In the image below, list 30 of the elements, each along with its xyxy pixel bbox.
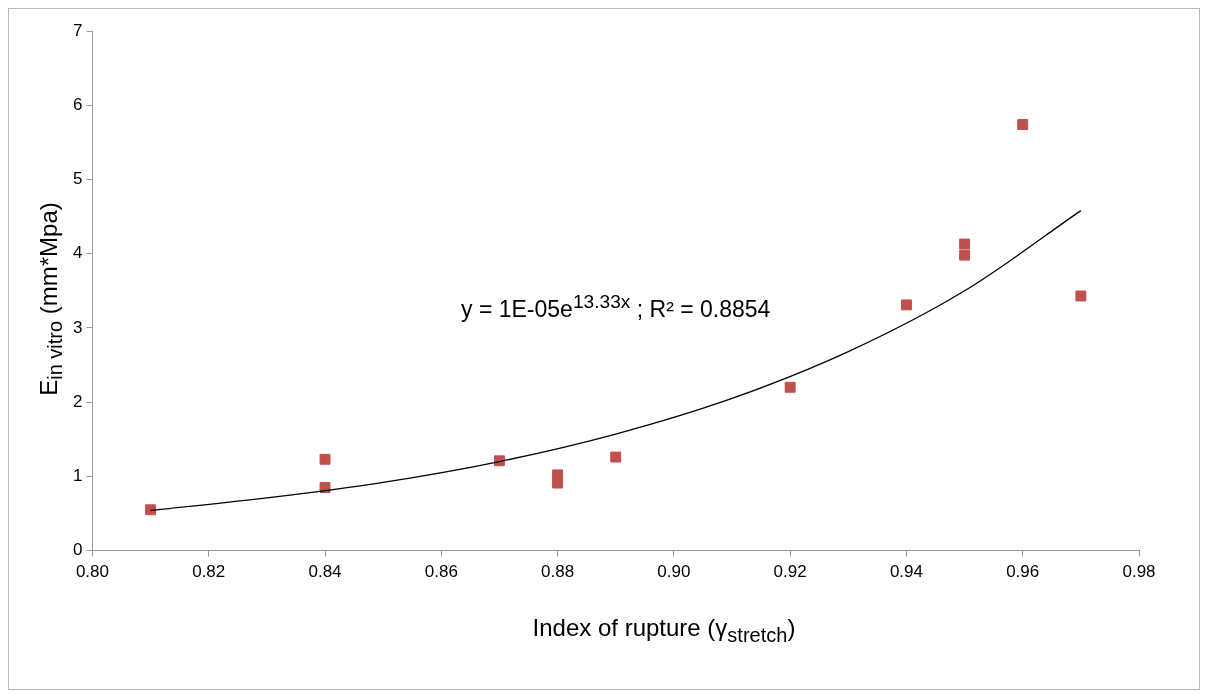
x-tick-label: 0.94 (889, 562, 923, 582)
x-tick-label: 0.82 (192, 562, 226, 582)
annotation: y = 1E-05e$^{13.33x}$ ; R² = 0.8854 (461, 291, 771, 323)
point (145, 504, 157, 516)
x-tick-label: 0.86 (424, 562, 458, 582)
point (552, 477, 564, 489)
y-tick-label: 3 (72, 317, 83, 337)
y-tick-label: 2 (72, 391, 83, 411)
point (610, 451, 622, 463)
x-tick-label: 0.90 (657, 562, 691, 582)
y-tick-label: 0 (72, 540, 83, 560)
point (319, 453, 331, 465)
x-tick-label: 0.88 (541, 562, 575, 582)
x-axis-title: Index of rupture (γ$_{stretch}$) (531, 614, 797, 647)
y-tick-label: 5 (72, 169, 83, 189)
point (900, 299, 912, 311)
y-tick-label: 4 (72, 243, 83, 263)
x-tick-label: 0.80 (75, 562, 109, 582)
x-tick-label: 0.98 (1122, 562, 1156, 582)
y-tick-label: 6 (72, 94, 83, 114)
point (1075, 290, 1087, 302)
y-tick-label: 1 (72, 466, 83, 486)
point (959, 249, 971, 261)
point (959, 238, 971, 250)
x-tick-label: 0.92 (773, 562, 807, 582)
x-tick-label: 0.96 (1006, 562, 1040, 582)
point (784, 381, 796, 393)
point (1017, 119, 1029, 130)
y-tick-label: 7 (72, 20, 83, 40)
x-tick-label: 0.84 (308, 562, 342, 582)
